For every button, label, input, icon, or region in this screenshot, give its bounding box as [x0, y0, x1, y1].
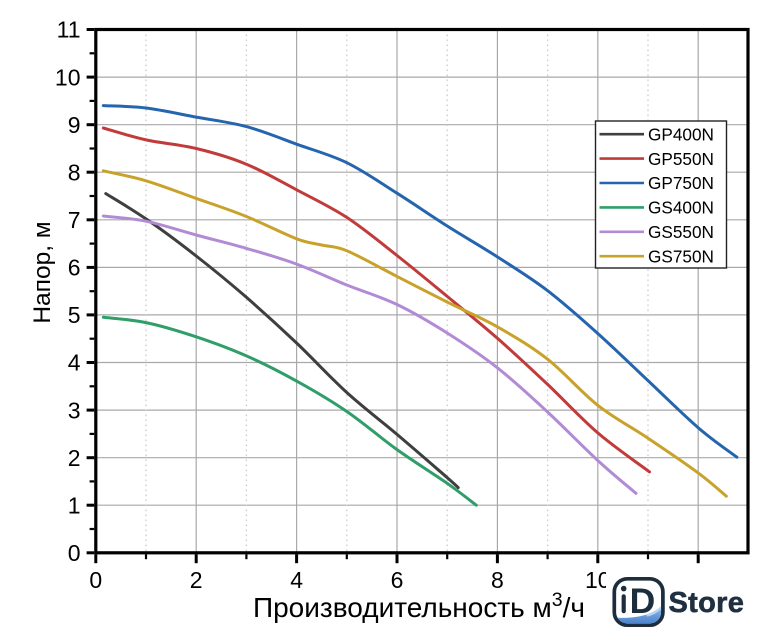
svg-text:Производительность м3/ч: Производительность м3/ч	[253, 589, 585, 623]
svg-text:GP400N: GP400N	[648, 124, 714, 144]
svg-text:GS400N: GS400N	[648, 198, 714, 218]
svg-text:1: 1	[68, 492, 81, 518]
svg-text:D: D	[630, 581, 656, 621]
svg-text:8: 8	[491, 567, 504, 593]
svg-text:4: 4	[290, 567, 303, 593]
svg-text:7: 7	[68, 207, 81, 233]
svg-text:2: 2	[190, 567, 203, 593]
svg-text:0: 0	[68, 540, 81, 566]
svg-text:11: 11	[57, 17, 81, 43]
svg-text:3: 3	[68, 397, 81, 423]
svg-text:10: 10	[55, 64, 81, 90]
svg-text:Store: Store	[669, 587, 745, 619]
svg-text:8: 8	[68, 159, 81, 185]
svg-text:GS750N: GS750N	[648, 246, 714, 266]
svg-text:GP750N: GP750N	[648, 173, 714, 193]
svg-text:0: 0	[89, 567, 102, 593]
svg-text:GS550N: GS550N	[648, 222, 714, 242]
svg-text:Напор, м: Напор, м	[29, 221, 56, 323]
svg-text:6: 6	[68, 255, 81, 281]
svg-text:4: 4	[68, 350, 81, 376]
svg-text:6: 6	[391, 567, 404, 593]
svg-text:9: 9	[68, 112, 81, 138]
svg-text:GP550N: GP550N	[648, 149, 714, 169]
svg-text:5: 5	[68, 302, 81, 328]
svg-text:2: 2	[68, 445, 81, 471]
